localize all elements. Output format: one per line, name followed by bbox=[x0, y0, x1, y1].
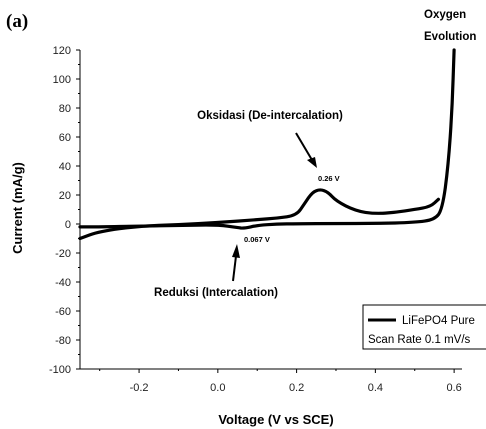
reduction-label: Reduksi (Intercalation) bbox=[154, 287, 278, 299]
legend-series-label: LiFePO4 Pure bbox=[402, 315, 475, 327]
legend-scan-rate: Scan Rate 0.1 mV/s bbox=[368, 334, 471, 346]
y-tick-label: 100 bbox=[53, 74, 71, 86]
y-tick-label: -40 bbox=[55, 277, 71, 289]
x-axis-label: Voltage (V vs SCE) bbox=[218, 412, 333, 427]
x-tick-label: 0.2 bbox=[289, 382, 304, 394]
oxygen-label-line2: Evolution bbox=[424, 31, 476, 43]
annotation-reduction: Reduksi (Intercalation) 0.067 V bbox=[154, 235, 278, 299]
y-tick-label: 20 bbox=[59, 190, 71, 202]
cv-curve-forward bbox=[78, 48, 456, 230]
oxidation-arrowhead bbox=[307, 157, 317, 168]
oxidation-arrow bbox=[295, 132, 313, 161]
y-tick-label: 60 bbox=[59, 132, 71, 144]
reduction-peak-label: 0.067 V bbox=[244, 235, 270, 244]
ticks: -100 -80 -60 -40 -20 0 20 40 60 80 100 120 -0.2 0.0 0.… bbox=[49, 45, 462, 394]
annotation-oxidation: Oksidasi (De-intercalation) 0.26 V bbox=[197, 110, 343, 183]
y-tick-label: -100 bbox=[49, 364, 71, 376]
cv-curve-reverse bbox=[78, 188, 440, 241]
data-series bbox=[78, 48, 456, 241]
reduction-arrowhead bbox=[232, 244, 240, 258]
y-tick-label: 0 bbox=[65, 219, 71, 231]
reduction-arrow bbox=[232, 255, 237, 282]
x-tick-label: 0.6 bbox=[446, 382, 461, 394]
x-tick-label: -0.2 bbox=[130, 382, 149, 394]
oxidation-label: Oksidasi (De-intercalation) bbox=[197, 110, 343, 122]
y-tick-label: 80 bbox=[59, 103, 71, 115]
x-tick-label: 0.0 bbox=[210, 382, 225, 394]
legend: LiFePO4 Pure Scan Rate 0.1 mV/s bbox=[362, 304, 486, 350]
y-tick-label: 40 bbox=[59, 161, 71, 173]
y-tick-label: -80 bbox=[55, 335, 71, 347]
oxidation-peak-label: 0.26 V bbox=[318, 174, 340, 183]
legend-box bbox=[362, 304, 486, 350]
annotation-oxygen-evolution: Oxygen Evolution bbox=[424, 9, 476, 43]
panel-label: (a) bbox=[6, 11, 28, 32]
y-tick-label: -60 bbox=[55, 306, 71, 318]
y-tick-label: -20 bbox=[55, 248, 71, 260]
y-axis-label: Current (mA/g) bbox=[10, 162, 25, 254]
y-tick-label: 120 bbox=[53, 45, 71, 57]
x-tick-label: 0.4 bbox=[368, 382, 383, 394]
oxygen-label-line1: Oxygen bbox=[424, 9, 466, 21]
